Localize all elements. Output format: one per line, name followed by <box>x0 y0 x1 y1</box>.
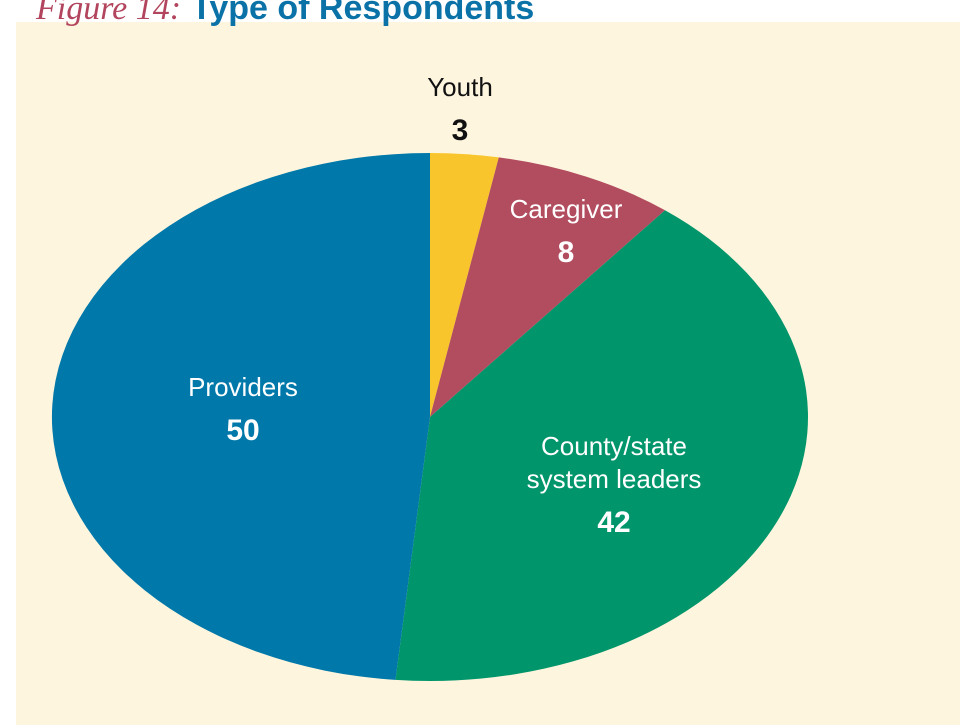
figure-number: Figure 14: <box>36 0 182 27</box>
slice-label-text-county-state-system-leaders: County/state system leaders <box>527 431 702 494</box>
slice-value-county-state-system-leaders: 42 <box>597 506 630 539</box>
slice-label-county-state-system-leaders: County/state system leaders 42 <box>527 431 702 539</box>
slice-label-youth: Youth 3 <box>427 72 493 147</box>
slice-label-text-youth: Youth <box>427 72 493 102</box>
pie-slice-county-state-system-leaders <box>395 210 809 682</box>
slice-label-text-providers: Providers <box>188 372 298 402</box>
slice-label-text-caregiver: Caregiver <box>510 194 623 224</box>
pie-slice-caregiver <box>430 157 666 417</box>
slice-value-providers: 50 <box>226 414 259 447</box>
pie-slice-youth <box>430 153 499 417</box>
slice-value-youth: 3 <box>452 114 469 147</box>
figure-title: Figure 14: Type of Respondents <box>36 0 534 28</box>
slice-label-providers: Providers 50 <box>188 372 298 447</box>
figure-title-text: Type of Respondents <box>191 0 535 27</box>
slice-value-caregiver: 8 <box>558 236 575 269</box>
pie-slice-providers <box>51 153 430 680</box>
slice-label-caregiver: Caregiver 8 <box>510 194 623 269</box>
